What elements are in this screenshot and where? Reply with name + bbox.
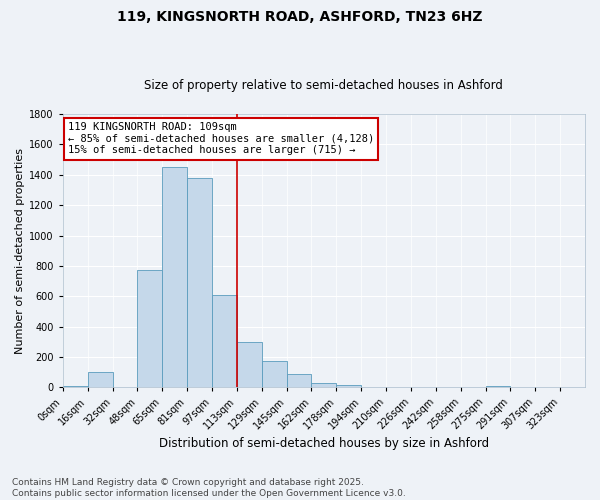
Bar: [361, 386, 386, 388]
X-axis label: Distribution of semi-detached houses by size in Ashford: Distribution of semi-detached houses by …: [159, 437, 489, 450]
Bar: [237, 342, 262, 388]
Text: 119, KINGSNORTH ROAD, ASHFORD, TN23 6HZ: 119, KINGSNORTH ROAD, ASHFORD, TN23 6HZ: [117, 10, 483, 24]
Bar: [311, 383, 337, 388]
Text: Contains HM Land Registry data © Crown copyright and database right 2025.
Contai: Contains HM Land Registry data © Crown c…: [12, 478, 406, 498]
Bar: [337, 385, 361, 388]
Bar: [63, 386, 88, 388]
Bar: [485, 386, 511, 388]
Text: 119 KINGSNORTH ROAD: 109sqm
← 85% of semi-detached houses are smaller (4,128)
15: 119 KINGSNORTH ROAD: 109sqm ← 85% of sem…: [68, 122, 374, 156]
Bar: [162, 167, 187, 388]
Y-axis label: Number of semi-detached properties: Number of semi-detached properties: [15, 148, 25, 354]
Bar: [187, 178, 212, 388]
Bar: [88, 372, 113, 388]
Bar: [287, 374, 311, 388]
Title: Size of property relative to semi-detached houses in Ashford: Size of property relative to semi-detach…: [145, 79, 503, 92]
Bar: [262, 361, 287, 388]
Bar: [212, 295, 237, 388]
Bar: [137, 270, 162, 388]
